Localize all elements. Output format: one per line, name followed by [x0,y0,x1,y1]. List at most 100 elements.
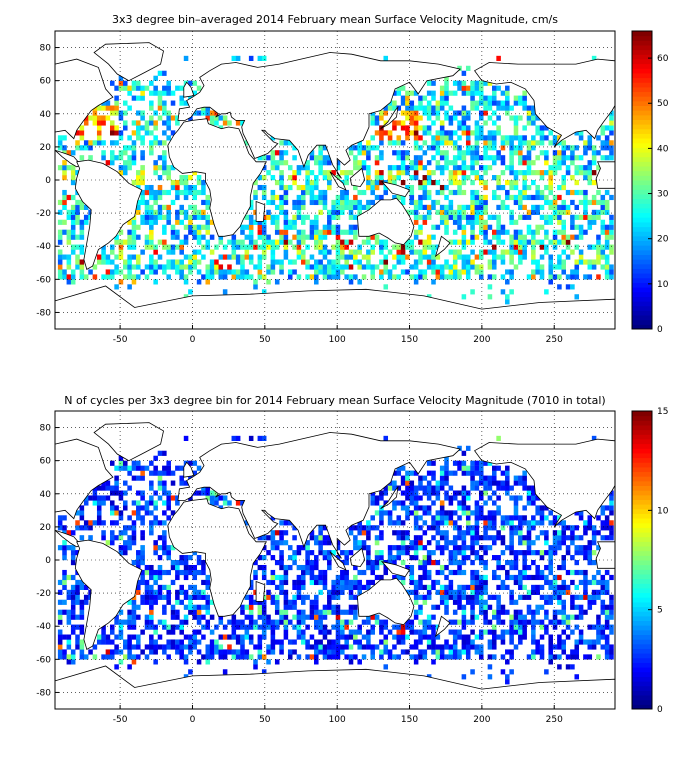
heatmap-cell [535,495,540,501]
heatmap-cell [131,214,137,220]
heatmap-cell [509,515,514,521]
heatmap-cell [500,639,506,645]
heatmap-cell [409,480,415,486]
heatmap-cell [331,604,336,610]
heatmap-cell [274,224,280,230]
heatmap-cell [357,569,362,576]
heatmap-cell [387,510,393,516]
heatmap-cell [57,239,63,245]
heatmap-cell [331,259,336,265]
heatmap-cell [374,550,380,556]
heatmap-cell [192,634,198,640]
heatmap-cell [544,194,549,201]
heatmap-cell [127,644,132,650]
heatmap-cell [609,115,614,121]
colorbar-step [632,625,652,631]
heatmap-cell [392,624,397,630]
heatmap-cell [487,664,493,670]
heatmap-cell [305,160,310,166]
heatmap-cell [570,219,575,225]
heatmap-cell [591,194,597,201]
heatmap-cell [57,165,63,171]
heatmap-cell [140,214,145,220]
heatmap-cell [366,555,371,561]
heatmap-cell [461,505,467,511]
heatmap-cell [513,495,519,501]
heatmap-cell [409,264,415,270]
heatmap-cell [114,664,119,670]
colorbar-step [632,490,652,496]
heatmap-cell [309,604,315,610]
heatmap-cell [314,639,319,645]
heatmap-cell [548,130,553,136]
landmass [595,161,616,189]
heatmap-cell [457,170,462,176]
heatmap-cell [101,629,106,635]
heatmap-cell [175,560,180,566]
heatmap-cell [149,510,154,516]
heatmap-cell [604,140,610,146]
heatmap-cell [591,639,597,645]
heatmap-cell [357,249,362,255]
heatmap-cell [457,490,462,496]
heatmap-cell [518,189,523,196]
heatmap-cell [331,644,336,650]
heatmap-cell [483,199,488,206]
heatmap-cell [322,525,328,531]
heatmap-cell [253,664,258,670]
heatmap-cell [396,520,402,526]
heatmap-cell [492,569,497,576]
heatmap-cell [335,175,341,181]
heatmap-cell [522,214,527,220]
heatmap-cell [405,110,410,116]
heatmap-cell [170,100,176,106]
heatmap-cell [366,520,371,526]
heatmap-cell [118,649,124,655]
heatmap-cell [509,550,514,556]
heatmap-cell [478,115,484,121]
heatmap-cell [66,594,72,600]
heatmap-cell [335,579,341,586]
heatmap-cell [157,70,163,76]
heatmap-cell [322,550,328,556]
heatmap-cell [114,634,119,640]
heatmap-cell [235,239,241,245]
heatmap-cell [422,150,428,156]
heatmap-cell [483,550,488,556]
heatmap-cell [561,219,566,225]
heatmap-cell [140,150,145,156]
heatmap-cell [66,194,72,201]
heatmap-cell [153,520,158,526]
heatmap-cell [400,649,406,655]
heatmap-cell [131,560,137,566]
heatmap-cell [183,644,189,650]
heatmap-cell [487,460,493,466]
heatmap-cell [444,194,449,201]
heatmap-cell [270,254,276,260]
heatmap-cell [387,555,393,561]
heatmap-cell [105,480,111,486]
heatmap-cell [604,269,610,275]
heatmap-cell [370,629,375,635]
heatmap-cell [88,145,93,151]
heatmap-cell [578,629,584,635]
heatmap-cell [162,550,167,556]
heatmap-cell [162,465,167,471]
heatmap-cell [287,520,293,526]
heatmap-cell [426,614,432,620]
heatmap-cell [552,214,558,220]
heatmap-cell [127,535,132,541]
heatmap-cell [309,599,315,605]
heatmap-cell [548,639,553,645]
heatmap-cell [300,599,306,605]
heatmap-cell [392,120,397,126]
heatmap-cell [535,229,540,235]
heatmap-cell [353,145,358,151]
heatmap-cell [105,269,111,275]
heatmap-cell [461,254,467,260]
heatmap-cell [578,224,584,230]
heatmap-cell [149,485,154,491]
y-tick-label: -40 [36,242,51,252]
heatmap-cell [561,530,566,536]
heatmap-cell [561,644,566,650]
